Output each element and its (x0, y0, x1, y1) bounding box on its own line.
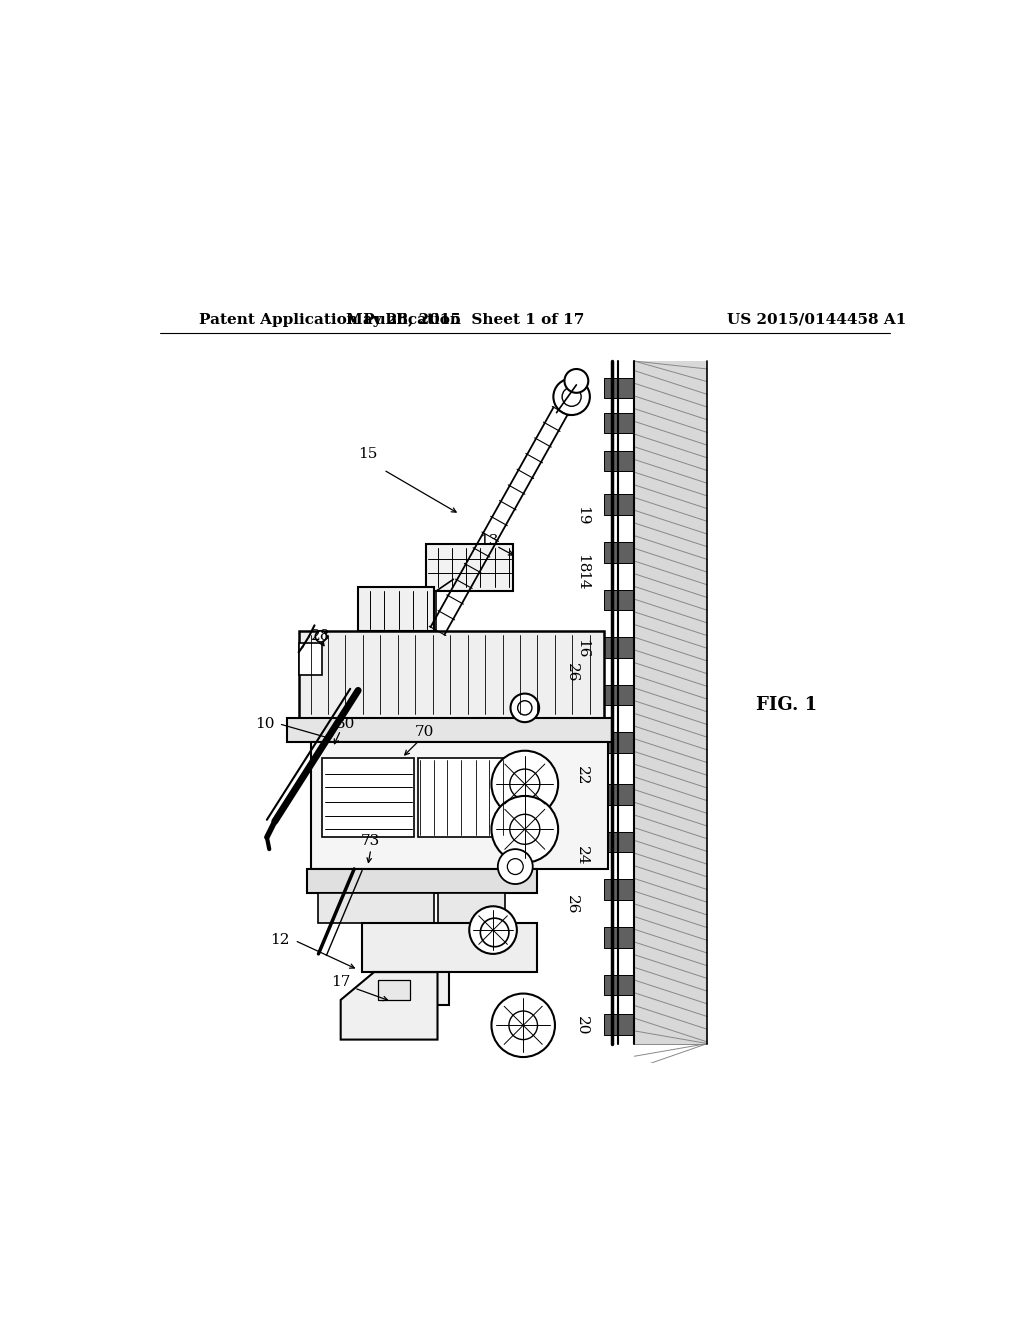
Bar (362, 923, 537, 972)
Text: 30: 30 (336, 717, 355, 731)
Circle shape (510, 814, 540, 845)
Circle shape (509, 1011, 538, 1040)
Bar (604, 378, 634, 399)
Text: 26: 26 (565, 895, 580, 915)
Bar (318, 892, 433, 923)
Bar (426, 544, 513, 591)
Bar (358, 587, 433, 631)
Bar (604, 543, 634, 562)
Bar (634, 362, 708, 1044)
Bar (604, 733, 634, 754)
Bar (323, 758, 414, 837)
Bar (437, 892, 505, 923)
Circle shape (518, 701, 531, 715)
Text: 18: 18 (574, 554, 589, 573)
Text: 19: 19 (574, 506, 589, 525)
Text: FIG. 1: FIG. 1 (756, 696, 817, 714)
Text: 28: 28 (311, 630, 331, 643)
Circle shape (482, 919, 504, 941)
Bar (604, 685, 634, 705)
Text: 17: 17 (331, 975, 350, 990)
Bar (306, 869, 537, 892)
Circle shape (315, 631, 327, 642)
Text: US 2015/0144458 A1: US 2015/0144458 A1 (727, 313, 906, 327)
Bar (299, 631, 604, 718)
Circle shape (562, 387, 582, 407)
Text: Patent Application Publication: Patent Application Publication (200, 313, 462, 327)
Circle shape (511, 693, 539, 722)
Text: 26: 26 (565, 663, 580, 682)
Circle shape (564, 370, 588, 393)
Text: 12: 12 (270, 933, 290, 948)
Text: 13: 13 (479, 535, 499, 548)
Text: 14: 14 (574, 572, 589, 590)
Bar (604, 1014, 634, 1035)
Bar (604, 590, 634, 610)
Text: 16: 16 (574, 639, 589, 659)
Circle shape (492, 796, 558, 862)
Bar (310, 742, 608, 869)
Circle shape (492, 751, 558, 817)
Bar (418, 758, 509, 837)
Bar (299, 643, 323, 675)
Bar (604, 638, 634, 657)
Text: 22: 22 (574, 767, 589, 785)
Bar (604, 784, 634, 805)
Circle shape (469, 907, 517, 954)
Bar (604, 495, 634, 515)
Bar (604, 832, 634, 853)
Bar (604, 450, 634, 471)
Polygon shape (341, 972, 437, 1040)
Circle shape (510, 770, 540, 799)
Text: 15: 15 (358, 447, 378, 461)
Text: 70: 70 (415, 725, 434, 739)
Text: 20: 20 (574, 1015, 589, 1035)
Text: 24: 24 (574, 846, 589, 865)
Bar (604, 879, 634, 900)
Bar (604, 927, 634, 948)
Bar (287, 718, 612, 742)
Bar (604, 413, 634, 433)
Circle shape (492, 994, 555, 1057)
Text: 73: 73 (361, 834, 381, 849)
Text: May 28, 2015  Sheet 1 of 17: May 28, 2015 Sheet 1 of 17 (346, 313, 585, 327)
Circle shape (480, 919, 509, 946)
Circle shape (498, 849, 532, 884)
Text: 10: 10 (255, 717, 274, 731)
Bar (604, 974, 634, 995)
Circle shape (507, 858, 523, 875)
Circle shape (553, 379, 590, 414)
Bar (378, 979, 410, 1001)
Bar (374, 972, 450, 1006)
